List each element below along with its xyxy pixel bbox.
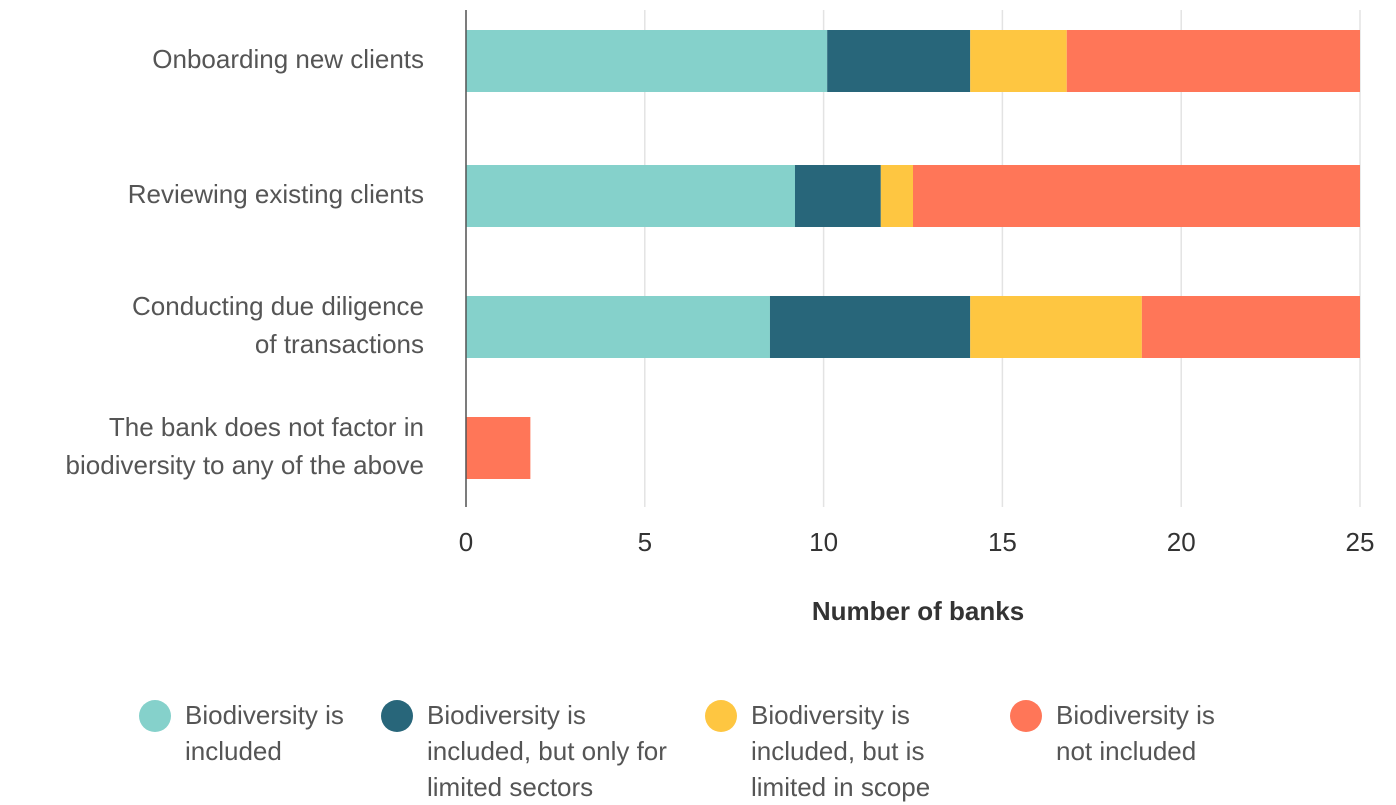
legend-swatch: [1010, 700, 1042, 732]
x-tick-label: 25: [1346, 527, 1375, 557]
legend-swatch: [381, 700, 413, 732]
x-tick-label: 20: [1167, 527, 1196, 557]
bar-segment: [466, 417, 531, 479]
bar-segment: [827, 30, 971, 92]
bar-segment: [1066, 30, 1360, 92]
y-tick-label: biodiversity to any of the above: [66, 450, 424, 480]
x-axis-title: Number of banks: [812, 596, 1024, 626]
y-tick-label: Reviewing existing clients: [128, 179, 424, 209]
legend-swatch: [705, 700, 737, 732]
x-tick-label: 0: [459, 527, 473, 557]
x-tick-label: 15: [988, 527, 1017, 557]
legend-label: Biodiversity is included, but only for l…: [427, 700, 667, 802]
legend-label: Biodiversity is included, but is limited…: [751, 700, 931, 802]
legend-label: Biodiversity is included: [185, 700, 344, 766]
y-tick-label: Onboarding new clients: [152, 44, 424, 74]
bar-segment: [1141, 296, 1360, 358]
legend-item: Biodiversity is included, but only for l…: [381, 697, 677, 805]
y-tick-label: The bank does not factor in: [109, 412, 424, 442]
bar-segment: [794, 165, 881, 227]
y-tick-label: Conducting due diligence: [132, 291, 424, 321]
legend-label: Biodiversity is not included: [1056, 700, 1215, 766]
legend-swatch: [139, 700, 171, 732]
bar-segment: [466, 30, 828, 92]
legend-item: Biodiversity is included, but is limited…: [705, 697, 971, 805]
bar-segment: [970, 296, 1142, 358]
bar-segment: [466, 296, 770, 358]
x-tick-label: 5: [638, 527, 652, 557]
legend-item: Biodiversity is included: [139, 697, 345, 769]
bar-segment: [880, 165, 913, 227]
x-tick-label: 10: [809, 527, 838, 557]
legend: Biodiversity is included Biodiversity is …: [0, 697, 1396, 803]
y-tick-label: of transactions: [255, 329, 424, 359]
bar-segment: [913, 165, 1360, 227]
legend-item: Biodiversity is not included: [1010, 697, 1246, 769]
bar-segment: [466, 165, 795, 227]
bar-segment: [970, 30, 1067, 92]
bar-segment: [769, 296, 971, 358]
